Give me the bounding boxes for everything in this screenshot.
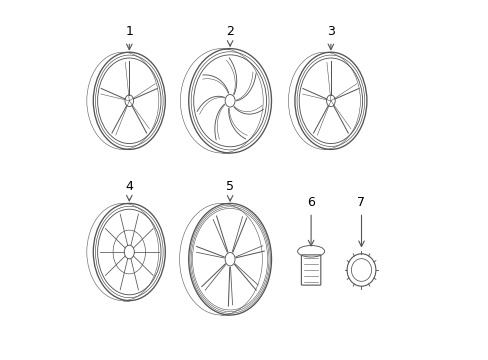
Text: 6: 6 — [306, 196, 314, 209]
Text: 3: 3 — [326, 25, 334, 38]
Text: 1: 1 — [125, 25, 133, 38]
Text: 4: 4 — [125, 180, 133, 193]
Text: 5: 5 — [225, 180, 234, 193]
Text: 7: 7 — [357, 196, 365, 209]
Text: 2: 2 — [225, 25, 234, 38]
